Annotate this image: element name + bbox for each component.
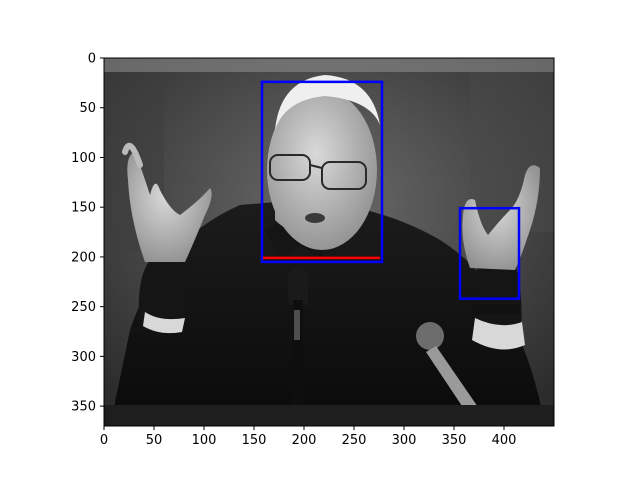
x-tick-label: 250 — [342, 433, 367, 448]
y-tick-label: 50 — [79, 101, 96, 116]
y-tick-label: 350 — [71, 400, 96, 415]
x-tick-label: 150 — [242, 433, 267, 448]
y-tick-label: 150 — [71, 201, 96, 216]
y-tick-label: 100 — [71, 151, 96, 166]
x-tick-label: 350 — [442, 433, 467, 448]
x-axis: 0 50 100 150 200 250 300 350 400 — [100, 426, 517, 448]
x-tick-label: 400 — [492, 433, 517, 448]
y-axis: 0 50 100 150 200 250 300 350 — [71, 52, 104, 415]
x-tick-label: 200 — [292, 433, 317, 448]
photo — [104, 58, 554, 426]
overlays — [260, 80, 521, 300]
x-tick-label: 100 — [192, 433, 217, 448]
axes-frame — [103, 57, 555, 427]
x-tick-label: 300 — [392, 433, 417, 448]
y-tick-label: 250 — [71, 300, 96, 315]
y-tick-label: 300 — [71, 350, 96, 365]
x-tick-label: 50 — [146, 433, 163, 448]
bounding-box-face — [260, 80, 384, 264]
y-tick-label: 0 — [88, 52, 96, 67]
bounding-box-hand — [458, 206, 521, 300]
y-tick-label: 200 — [71, 250, 96, 265]
x-tick-label: 0 — [100, 433, 108, 448]
